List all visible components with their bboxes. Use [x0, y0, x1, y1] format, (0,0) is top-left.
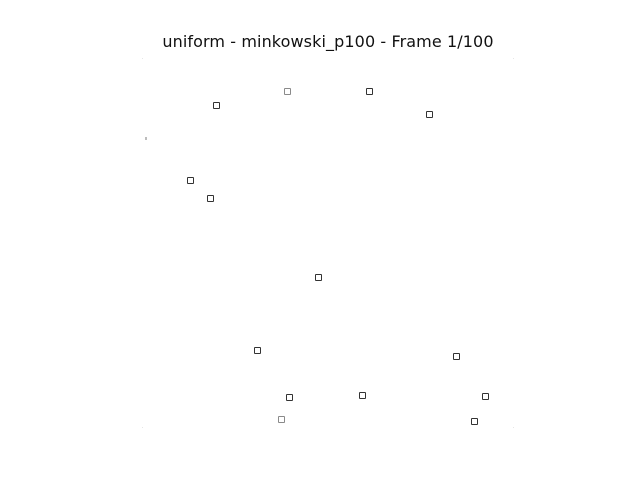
point-marker: [278, 416, 285, 423]
point-marker: [426, 111, 433, 118]
point-marker: [207, 195, 214, 202]
point-marker: [453, 353, 460, 360]
point-marker: [482, 393, 489, 400]
edge-fragment: [145, 137, 147, 140]
point-marker: [254, 347, 261, 354]
point-marker: [213, 102, 220, 109]
plot-corner-top-right: [513, 58, 514, 59]
point-marker: [471, 418, 478, 425]
plot-corner-top-left: [142, 58, 143, 59]
point-marker: [359, 392, 366, 399]
point-marker: [366, 88, 373, 95]
plot-corner-bottom-right: [513, 427, 514, 428]
point-marker: [284, 88, 291, 95]
point-marker: [286, 394, 293, 401]
plot-area: [142, 58, 514, 428]
point-marker: [187, 177, 194, 184]
point-marker: [315, 274, 322, 281]
plot-corner-bottom-left: [142, 427, 143, 428]
figure-title: uniform - minkowski_p100 - Frame 1/100: [0, 32, 640, 51]
